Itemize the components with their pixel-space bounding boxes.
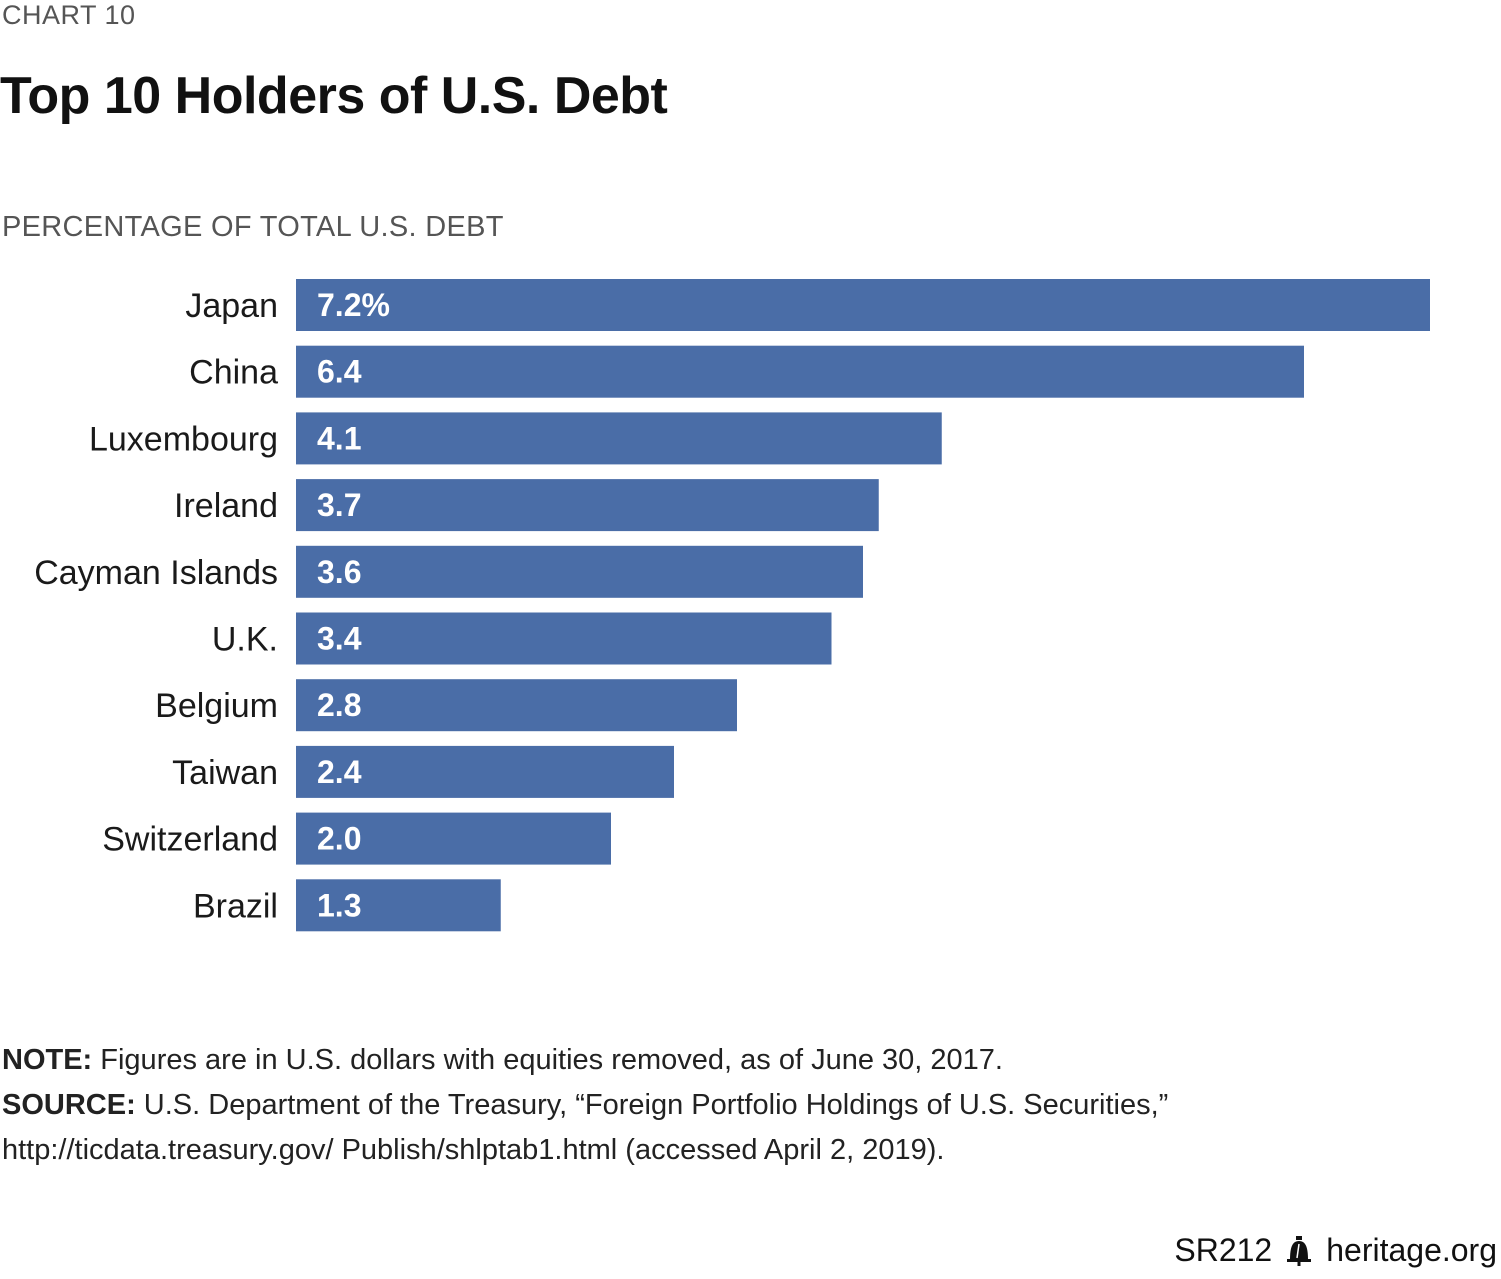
chart-title: Top 10 Holders of U.S. Debt <box>0 67 668 125</box>
liberty-bell-icon <box>1286 1235 1312 1266</box>
bar-luxembourg <box>296 412 942 465</box>
report-id: SR212 <box>1174 1232 1273 1268</box>
value-label: 2.8 <box>317 687 361 723</box>
source-text: U.S. Department of the Treasury, “Foreig… <box>135 1089 1169 1121</box>
source-line: SOURCE: U.S. Department of the Treasury,… <box>2 1083 1402 1128</box>
bar-japan <box>296 279 1430 331</box>
bar-switzerland <box>296 812 611 865</box>
value-label: 3.7 <box>317 487 361 523</box>
footer: SR212 heritage.org <box>1174 1232 1497 1269</box>
category-label: Taiwan <box>172 754 278 792</box>
value-label: 3.4 <box>317 621 362 657</box>
category-label: Cayman Islands <box>34 554 278 592</box>
category-label: Brazil <box>193 887 278 925</box>
bar-cayman-islands <box>296 545 863 598</box>
value-label: 2.0 <box>317 821 361 857</box>
value-label: 2.4 <box>317 754 362 790</box>
notes-block: NOTE: Figures are in U.S. dollars with e… <box>2 1038 1402 1173</box>
value-label: 3.6 <box>317 554 361 590</box>
value-label: 4.1 <box>317 420 361 456</box>
note-line: NOTE: Figures are in U.S. dollars with e… <box>2 1038 1402 1083</box>
source-label: SOURCE: <box>2 1089 136 1121</box>
chart-number: CHART 10 <box>2 0 136 30</box>
bar-brazil <box>296 879 501 932</box>
note-text: Figures are in U.S. dollars with equitie… <box>92 1044 1003 1076</box>
category-label: Switzerland <box>102 821 278 859</box>
value-label: 6.4 <box>317 354 362 390</box>
bar-u-k- <box>296 612 832 665</box>
bar-ireland <box>296 479 879 532</box>
category-label: Luxembourg <box>89 420 278 458</box>
site-name: heritage.org <box>1326 1232 1497 1268</box>
bar-taiwan <box>296 745 674 798</box>
source-url-line: http://ticdata.treasury.gov/ Publish/shl… <box>2 1134 945 1166</box>
category-label: China <box>189 354 278 392</box>
chart-subtitle: PERCENTAGE OF TOTAL U.S. DEBT <box>2 211 504 243</box>
bar-belgium <box>296 679 737 732</box>
value-label: 1.3 <box>317 887 361 923</box>
bar-china <box>296 345 1304 398</box>
category-label: Belgium <box>155 687 278 725</box>
category-label: Ireland <box>174 487 278 525</box>
value-label: 7.2% <box>317 287 390 323</box>
category-label: U.K. <box>212 621 278 659</box>
category-label: Japan <box>185 287 278 325</box>
note-label: NOTE: <box>2 1044 93 1076</box>
